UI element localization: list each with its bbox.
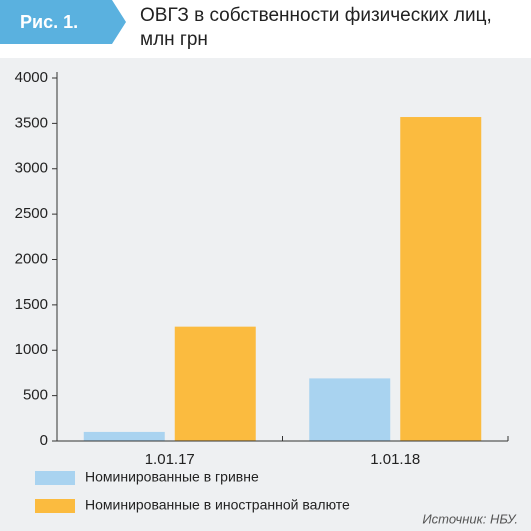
y-tick-label: 2000 [15,250,48,267]
y-tick-label: 3000 [15,160,48,177]
y-tick-label: 4000 [15,69,48,86]
bar [83,431,165,441]
y-tick-label: 3500 [15,114,48,131]
legend-swatch [35,499,75,513]
badge-shape [0,0,126,44]
y-tick-label: 0 [40,432,48,449]
y-tick-label: 1500 [15,296,48,313]
y-tick-label: 1000 [15,341,48,358]
badge: Рис. 1. [20,12,78,32]
chart-title: ОВГЗ в собственности физических лиц, млн… [140,5,492,50]
x-tick-label: 1.01.17 [145,451,195,468]
bar [309,378,391,441]
bar [174,326,256,441]
source: Источник: НБУ. [422,511,518,526]
x-tick-label: 1.01.18 [370,451,420,468]
legend-label: Номинированные в иностранной валюте [85,497,350,513]
legend-swatch [35,471,75,485]
y-tick-label: 2500 [15,205,48,222]
y-tick-label: 500 [23,387,48,404]
legend-label: Номинированные в гривне [85,469,259,485]
title-box: ОВГЗ в собственности физических лиц, млн… [140,5,492,50]
bar [400,117,482,442]
